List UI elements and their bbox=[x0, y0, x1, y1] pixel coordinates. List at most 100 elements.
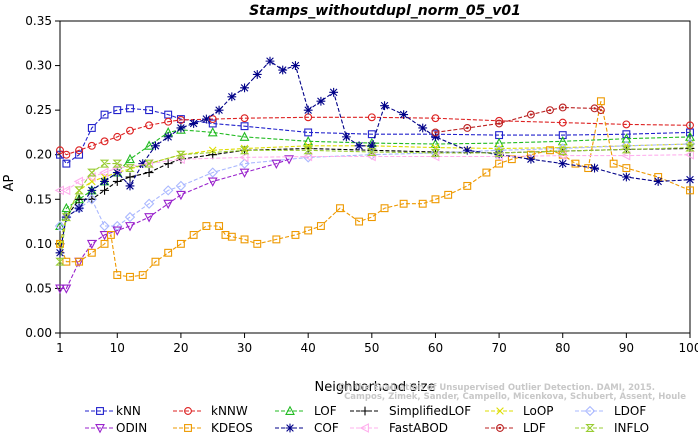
x-tick-label: 20 bbox=[173, 341, 188, 355]
legend-label-knn: kNN bbox=[116, 404, 141, 418]
legend-entry-simplifiedlof: SimplifiedLOF bbox=[350, 404, 471, 418]
legend-marker-simplifiedlof bbox=[360, 406, 370, 416]
x-tick-label: 60 bbox=[428, 341, 443, 355]
data-point-cof bbox=[112, 168, 122, 177]
legend: kNN kNNW LOF SimplifiedLOF LoOP LDOF ODIN KDEOS… bbox=[85, 404, 649, 434]
data-point-kdeos bbox=[106, 230, 115, 239]
data-point-lof bbox=[61, 202, 72, 213]
data-point-knn bbox=[304, 128, 313, 137]
data-point-fastabod bbox=[684, 149, 694, 160]
y-tick-label: 0.10 bbox=[25, 237, 52, 251]
data-point-kdeos bbox=[495, 159, 504, 168]
data-point-odin bbox=[207, 177, 218, 187]
data-point-kdeos bbox=[380, 204, 389, 213]
legend-entry-lof: LOF bbox=[275, 404, 337, 418]
legend-entry-odin: ODIN bbox=[85, 421, 147, 434]
data-point-ldof bbox=[207, 167, 218, 178]
data-point-knn bbox=[87, 124, 96, 132]
data-point-ldof bbox=[163, 185, 174, 196]
y-axis: 0.00 0.05 0.10 0.15 0.20 0.25 0.30 0.35 bbox=[25, 14, 60, 340]
legend-marker-fastabod bbox=[359, 423, 369, 433]
data-point-cof bbox=[380, 101, 389, 111]
data-point-knn bbox=[558, 131, 567, 140]
data-point-cof bbox=[163, 132, 173, 142]
data-point-inflo bbox=[112, 159, 123, 168]
data-point-knnw bbox=[164, 117, 173, 126]
data-point-odin bbox=[55, 284, 65, 294]
x-tick-label: 90 bbox=[619, 341, 634, 355]
data-point-odin bbox=[125, 222, 135, 232]
legend-entry-ldof: LDOF bbox=[575, 404, 646, 418]
data-point-knnw bbox=[75, 146, 84, 155]
data-point-ldf bbox=[431, 128, 440, 137]
data-point-cof bbox=[303, 105, 313, 115]
data-point-ldf bbox=[546, 106, 554, 115]
data-point-inflo bbox=[99, 159, 110, 168]
data-point-cof bbox=[367, 141, 377, 151]
data-point-cof bbox=[462, 145, 472, 155]
credit-line-2: On the Evaluation of Unsupervised Outlie… bbox=[338, 383, 655, 393]
y-tick-label: 0.35 bbox=[25, 14, 52, 28]
legend-entry-fastabod: FastABOD bbox=[350, 421, 448, 434]
series-line-ldf bbox=[435, 106, 602, 133]
data-point-simplifiedlof bbox=[112, 177, 122, 186]
data-point-knnw bbox=[622, 120, 631, 129]
legend-label-knnw: kNNW bbox=[211, 404, 248, 418]
data-point-kdeos bbox=[56, 239, 64, 248]
chart-title: Stamps_withoutdupl_norm_05_v01 bbox=[249, 3, 521, 19]
series-layer bbox=[54, 56, 696, 294]
data-point-kdeos bbox=[316, 222, 325, 230]
series-line-cof bbox=[59, 60, 691, 253]
data-point-cof bbox=[341, 132, 351, 142]
legend-entry-kdeos: KDEOS bbox=[173, 421, 253, 434]
data-point-kdeos bbox=[272, 235, 281, 244]
data-point-cof bbox=[526, 154, 536, 164]
legend-entry-cof: COF bbox=[275, 421, 339, 434]
legend-entry-knnw: kNNW bbox=[173, 404, 248, 418]
data-point-simplifiedlof bbox=[144, 168, 154, 177]
data-point-cof bbox=[55, 248, 65, 258]
data-point-odin bbox=[284, 155, 295, 165]
series-ldof bbox=[54, 138, 696, 232]
y-tick-label: 0.00 bbox=[25, 326, 52, 340]
data-point-odin bbox=[163, 199, 174, 210]
data-point-knnw bbox=[126, 126, 134, 135]
legend-label-kdeos: KDEOS bbox=[211, 421, 253, 434]
data-point-lof bbox=[207, 127, 218, 137]
plot-area-frame bbox=[59, 20, 691, 334]
series-inflo bbox=[55, 143, 695, 266]
y-tick-label: 0.20 bbox=[25, 148, 52, 162]
y-tick-label: 0.15 bbox=[25, 192, 52, 206]
data-point-ldof bbox=[175, 180, 187, 192]
series-cof bbox=[55, 56, 695, 258]
legend-marker-kdeos bbox=[184, 424, 192, 432]
series-line-ldof bbox=[59, 143, 691, 227]
data-point-cof bbox=[316, 96, 326, 106]
data-point-cof bbox=[189, 119, 199, 128]
data-point-loop bbox=[88, 177, 96, 186]
data-point-knn bbox=[62, 159, 71, 168]
data-point-lof bbox=[55, 220, 65, 230]
data-point-cof bbox=[227, 92, 237, 102]
data-point-knnw bbox=[240, 114, 249, 123]
legend-label-ldof: LDOF bbox=[614, 404, 646, 418]
credit-line-1: Campos, Zimek, Sander, Campello, Micenko… bbox=[344, 392, 686, 402]
x-axis-label: Neighborhood size bbox=[315, 380, 436, 395]
data-point-cof bbox=[558, 159, 568, 169]
data-point-cof bbox=[240, 83, 249, 93]
data-point-simplifiedlof bbox=[87, 194, 97, 204]
data-point-simplifiedlof bbox=[163, 159, 173, 169]
data-point-cof bbox=[685, 175, 695, 185]
data-point-kdeos bbox=[596, 97, 605, 106]
data-point-cof bbox=[151, 141, 160, 151]
data-point-odin bbox=[271, 159, 282, 170]
legend-marker-ldof bbox=[584, 405, 596, 417]
data-point-kdeos bbox=[75, 257, 84, 266]
y-tick-label: 0.30 bbox=[25, 59, 52, 73]
data-point-knn bbox=[240, 122, 249, 131]
data-point-cof bbox=[265, 56, 275, 66]
data-point-inflo bbox=[430, 148, 441, 157]
data-point-inflo bbox=[557, 147, 568, 156]
data-point-kdeos bbox=[202, 222, 211, 230]
data-point-cof bbox=[653, 177, 663, 186]
